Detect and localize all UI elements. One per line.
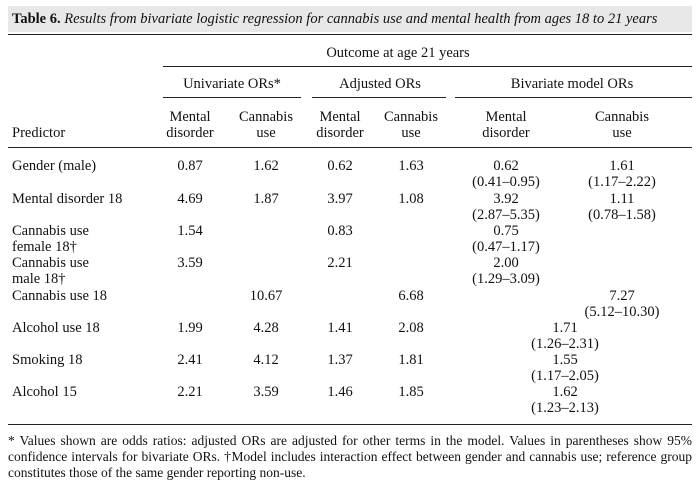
cell-biv-cannabis-ci: (1.17–2.22) [588, 174, 656, 190]
col-header-biv-mental-2: disorder [482, 125, 530, 141]
group-rule-adjusted [312, 97, 446, 98]
col-header-adj-mental-1: Mental [319, 109, 361, 125]
cell-uni-mental: 1.99 [177, 320, 203, 336]
predictor-label: Gender (male) [12, 158, 97, 174]
table-footnote: * Values shown are odds ratios: adjusted… [8, 433, 692, 480]
cell-uni-cannabis: 4.28 [253, 320, 279, 336]
col-header-uni-cannabis-1: Cannabis [239, 109, 293, 125]
cell-adj-mental: 1.46 [327, 384, 353, 400]
cell-adj-cannabis: 1.85 [398, 384, 424, 400]
cell-uni-mental: 2.41 [177, 352, 203, 368]
col-header-biv-mental-1: Mental [485, 109, 527, 125]
cell-adj-mental: 1.37 [327, 352, 353, 368]
cell-adj-mental: 1.41 [327, 320, 353, 336]
col-header-uni-mental-1: Mental [169, 109, 211, 125]
cell-biv-cannabis: 1.11 [609, 191, 635, 207]
cell-uni-mental: 0.87 [177, 158, 203, 174]
group-rule-univariate [163, 97, 301, 98]
group-header-univariate: Univariate ORs* [183, 76, 281, 92]
predictor-label-line2: male 18† [12, 271, 66, 287]
cell-uni-mental: 1.54 [177, 223, 203, 239]
cell-biv-shared: 1.71 [552, 320, 578, 336]
cell-uni-cannabis: 3.59 [253, 384, 279, 400]
cell-adj-mental: 2.21 [327, 255, 353, 271]
col-header-biv-cannabis-1: Cannabis [595, 109, 649, 125]
cell-biv-mental-ci: (0.41–0.95) [472, 174, 540, 190]
cell-uni-cannabis: 4.12 [253, 352, 279, 368]
cell-biv-mental-ci: (2.87–5.35) [472, 207, 540, 223]
predictor-label: Cannabis use [12, 255, 89, 271]
cell-adj-cannabis: 6.68 [398, 288, 424, 304]
predictor-label: Alcohol 15 [12, 384, 77, 400]
cell-uni-cannabis: 10.67 [249, 288, 283, 304]
cell-adj-cannabis: 2.08 [398, 320, 424, 336]
cell-adj-cannabis: 1.08 [398, 191, 424, 207]
cell-biv-cannabis: 1.61 [609, 158, 635, 174]
group-rule-bivariate [455, 97, 692, 98]
cell-biv-mental-ci: (0.47–1.17) [472, 239, 540, 255]
cell-uni-mental: 4.69 [177, 191, 203, 207]
cell-biv-shared: 1.55 [552, 352, 578, 368]
predictor-label: Alcohol use 18 [12, 320, 100, 336]
group-header-adjusted: Adjusted ORs [339, 76, 421, 92]
cell-biv-mental-ci: (1.29–3.09) [472, 271, 540, 287]
cell-adj-mental: 0.62 [327, 158, 353, 174]
col-header-adj-cannabis-2: use [401, 125, 421, 141]
col-header-adj-mental-2: disorder [316, 125, 364, 141]
bottom-rule [8, 424, 692, 425]
cell-adj-mental: 0.83 [327, 223, 353, 239]
cell-biv-mental: 0.75 [493, 223, 519, 239]
col-header-adj-cannabis-1: Cannabis [384, 109, 438, 125]
predictor-label: Smoking 18 [12, 352, 83, 368]
cell-biv-cannabis-ci: (5.12–10.30) [584, 304, 660, 320]
cell-uni-mental: 3.59 [177, 255, 203, 271]
predictor-label-line2: female 18† [12, 239, 77, 255]
cell-adj-mental: 3.97 [327, 191, 353, 207]
cell-adj-cannabis: 1.63 [398, 158, 424, 174]
outcome-header: Outcome at age 21 years [326, 45, 470, 61]
cell-biv-shared-ci: (1.17–2.05) [531, 368, 599, 384]
top-rule [8, 34, 692, 35]
col-header-uni-mental-2: disorder [166, 125, 214, 141]
cell-biv-mental: 0.62 [493, 158, 519, 174]
col-header-uni-cannabis-2: use [256, 125, 276, 141]
cell-biv-cannabis-ci: (0.78–1.58) [588, 207, 656, 223]
cell-biv-cannabis: 7.27 [609, 288, 635, 304]
cell-uni-mental: 2.21 [177, 384, 203, 400]
cell-uni-cannabis: 1.62 [253, 158, 279, 174]
col-header-biv-cannabis-2: use [612, 125, 632, 141]
cell-biv-mental: 3.92 [493, 191, 519, 207]
cell-biv-shared: 1.62 [552, 384, 578, 400]
header-rule [8, 147, 692, 148]
cell-biv-mental: 2.00 [493, 255, 519, 271]
outcome-rule [163, 66, 692, 67]
table-label: Table 6. [12, 11, 61, 27]
cell-biv-shared-ci: (1.26–2.31) [531, 336, 599, 352]
predictor-label: Cannabis use [12, 223, 89, 239]
predictor-label: Mental disorder 18 [12, 191, 123, 207]
table-title: Table 6. Results from bivariate logistic… [8, 6, 692, 32]
group-header-bivariate: Bivariate model ORs [510, 76, 634, 92]
cell-uni-cannabis: 1.87 [253, 191, 279, 207]
cell-adj-cannabis: 1.81 [398, 352, 424, 368]
table-caption: Results from bivariate logistic regressi… [64, 11, 658, 27]
predictor-label: Cannabis use 18 [12, 288, 108, 304]
predictor-header: Predictor [12, 125, 66, 141]
cell-biv-shared-ci: (1.23–2.13) [531, 400, 599, 416]
